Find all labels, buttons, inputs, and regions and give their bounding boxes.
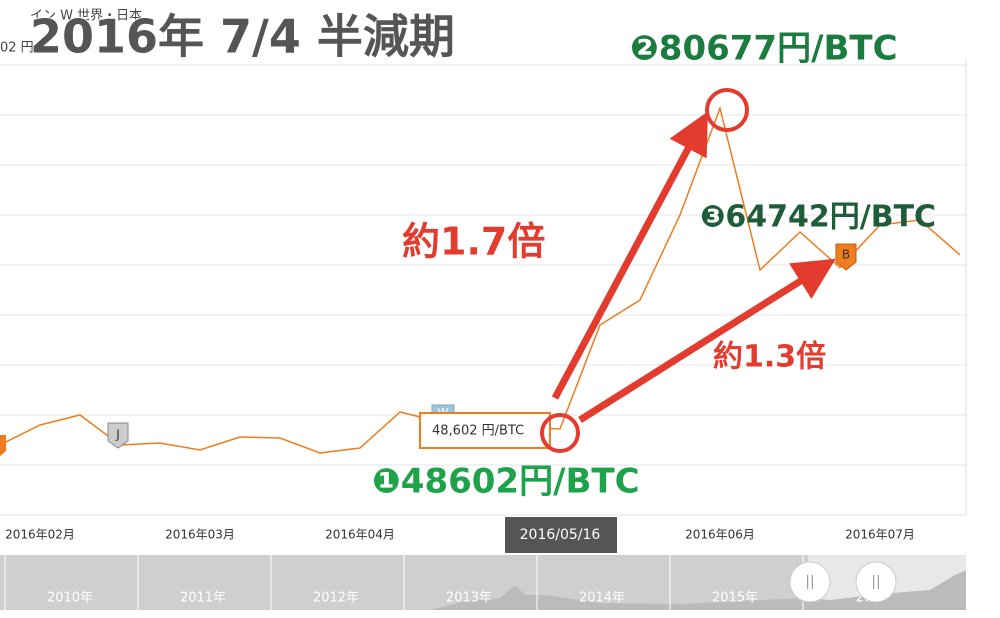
x-highlight xyxy=(505,517,617,553)
x-tick-label: 2016年06月 xyxy=(685,528,755,542)
tooltip xyxy=(419,412,551,449)
navigator-year: 2010年 xyxy=(47,591,93,606)
navigator-year: 2012年 xyxy=(313,591,359,606)
annotation: 約1.7倍 xyxy=(402,220,545,264)
x-tick-label: 2016年02月 xyxy=(5,528,75,542)
navigator-year: 2013年 xyxy=(446,591,492,606)
flag-label: B xyxy=(842,248,850,262)
flag: B xyxy=(835,243,857,271)
scroll-handle[interactable]: || xyxy=(855,561,897,603)
series-line xyxy=(0,105,961,454)
arrow xyxy=(578,258,836,423)
navigator-year: 2011年 xyxy=(180,591,226,606)
navigator-year: 2014年 xyxy=(579,591,625,606)
annotation: ❷80677円/BTC xyxy=(630,29,898,69)
x-tick-label: 2016年07月 xyxy=(845,528,915,542)
flag-partial xyxy=(0,435,6,457)
arrow xyxy=(551,111,708,400)
flag-label: J xyxy=(115,428,120,442)
series xyxy=(0,105,961,454)
navigator-series xyxy=(430,570,966,610)
x-axis: 2016年02月 2016年03月 2016年04月 2016/05/16 2016年0… xyxy=(5,517,915,553)
grid xyxy=(0,64,966,516)
header-price-fragment: 02 円 xyxy=(0,41,34,56)
highlight-circle xyxy=(705,88,749,132)
tooltip-text: 48,602 円/BTC xyxy=(432,424,524,439)
highlight-circle xyxy=(540,413,580,453)
x-tick-label: 2016年03月 xyxy=(165,528,235,542)
header-fragment: イン W 世界・日本 xyxy=(30,9,142,24)
x-tick-label: 2016/05/16 xyxy=(520,527,601,543)
annotation: 約1.3倍 xyxy=(713,340,826,375)
annotation: ❶48602円/BTC xyxy=(372,462,640,502)
x-tick-label: 2016年04月 xyxy=(325,528,395,542)
chart-title: 2016年 7/4 半減期 xyxy=(30,10,455,64)
navigator-year: 2015年 xyxy=(712,591,758,606)
svg-text:||: || xyxy=(871,574,880,590)
flag: J xyxy=(107,422,129,449)
scroll-handle[interactable]: || xyxy=(789,561,831,603)
svg-text:||: || xyxy=(805,574,814,590)
annotation: ❸64742円/BTC xyxy=(700,200,936,235)
